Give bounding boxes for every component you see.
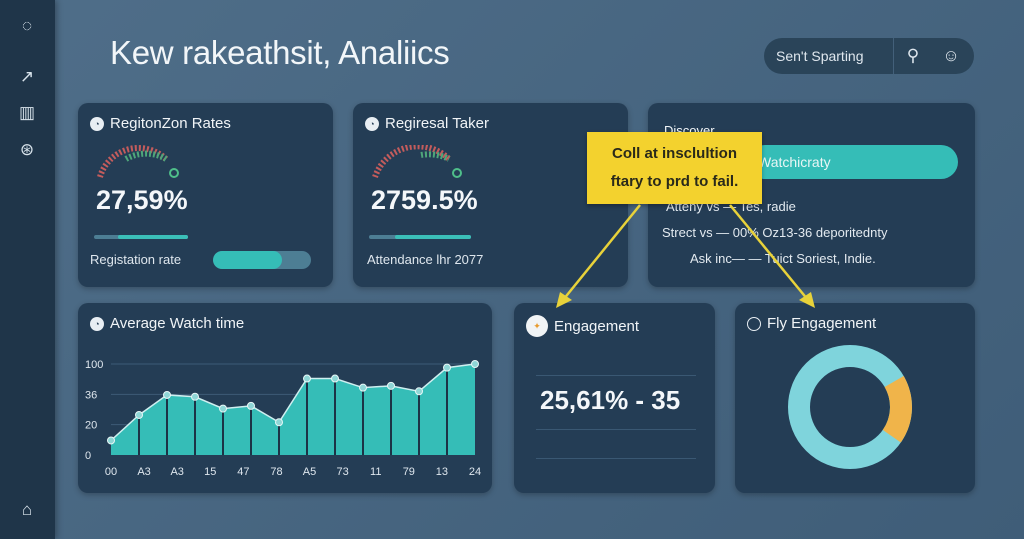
x-tick-label: 13: [436, 466, 448, 478]
registration-progress: [213, 251, 311, 269]
smiley-icon: [747, 316, 761, 331]
search-bar[interactable]: Sen't Sparting ⚲ ☺: [764, 38, 974, 74]
regiresal-card: ◔ Regiresal Taker 2759.5% Attendance lhr …: [353, 103, 628, 287]
regiresal-value: 2759.5%: [371, 185, 478, 215]
discover-line: Ask inc— — Tuict Soriest, Indie.: [690, 251, 876, 266]
globe-icon[interactable]: ⊛: [19, 140, 35, 159]
y-tick-label: 0: [85, 450, 91, 462]
discover-line: Strect vs — 00% Oz13-36 deporitednty: [662, 225, 888, 240]
clock-icon: ◔: [365, 116, 379, 131]
x-tick-label: 11: [370, 466, 381, 478]
x-tick-label: A3: [170, 466, 183, 478]
regiresal-label: Attendance lhr 2077: [367, 252, 484, 267]
callout-tooltip: Coll at insclultion ftary to prd to fail…: [587, 132, 762, 204]
data-point: [135, 410, 143, 419]
gauge-icon: [97, 145, 179, 178]
data-point: [163, 390, 171, 399]
registration-card: ◔ RegitonZon Rates 27,59% Registation rat…: [78, 103, 333, 287]
y-tick-label: 20: [85, 420, 97, 432]
donut-chart: [788, 345, 912, 469]
x-tick-label: 73: [337, 466, 349, 478]
data-point: [331, 374, 339, 383]
data-point: [415, 387, 423, 396]
registration-value: 27,59%: [96, 185, 188, 215]
x-tick-label: A3: [137, 466, 150, 478]
x-tick-label: 79: [403, 466, 415, 478]
divider: [536, 375, 696, 376]
x-tick-label: 78: [270, 466, 282, 478]
x-tick-label: 00: [105, 466, 117, 478]
data-point: [359, 383, 367, 392]
fly-engagement-card: Fly Engagement: [735, 303, 975, 493]
card-title: Engagement: [554, 317, 640, 335]
registration-label: Registation rate: [90, 252, 182, 267]
area-fill: [111, 364, 475, 455]
data-point: [303, 374, 311, 383]
bar-chart-icon[interactable]: ▥: [18, 103, 36, 122]
page-title: Kew rakeathsit, Analiics: [110, 34, 450, 71]
donut-slice-secondary: [788, 345, 912, 469]
search-icon[interactable]: ⚲: [906, 46, 920, 65]
data-point: [107, 436, 115, 445]
clock-icon: ◔: [90, 316, 104, 331]
y-tick-label: 36: [85, 389, 97, 401]
divider: [536, 429, 696, 430]
series-line: [110, 363, 476, 441]
search-input[interactable]: Sen't Sparting: [776, 38, 894, 74]
sidebar: ◌ ↗ ▥ ⊛ ⌂: [0, 0, 55, 539]
data-point: [471, 360, 479, 368]
registration-bar: [94, 235, 188, 239]
data-point: [275, 418, 283, 427]
home-icon[interactable]: ⌂: [21, 500, 33, 519]
data-point: [387, 381, 395, 390]
data-point: [443, 363, 451, 372]
chart-title: Average Watch time: [110, 315, 245, 332]
badge-icon: ✦: [526, 315, 548, 337]
watch-time-chart: 0 20 36 100 00 A3 A3 15 47 78 A5 73 11 79 13 24: [85, 359, 481, 478]
x-tick-label: 47: [237, 466, 249, 478]
engagement-card: ✦ Engagement 25,61% - 35: [514, 303, 715, 493]
donut-slice-primary: [788, 345, 912, 469]
divider: [536, 458, 696, 459]
clock-icon: ◔: [90, 116, 104, 131]
card-title: Regiresal Taker: [385, 115, 489, 132]
x-tick-label: A5: [303, 466, 316, 478]
regiresal-bar: [369, 235, 471, 239]
x-tick-label: 24: [469, 466, 481, 478]
watch-time-card: ◔ Average Watch time 0 20 36 100 00 A3 A3 15 47 78…: [78, 303, 492, 493]
x-tick-label: 15: [204, 466, 216, 478]
y-tick-label: 100: [85, 359, 103, 371]
engagement-value: 25,61% - 35: [540, 385, 681, 415]
watch-pill[interactable]: Watchicraty: [748, 145, 958, 179]
data-point: [219, 404, 227, 413]
user-icon[interactable]: ☺: [942, 46, 960, 65]
card-title: RegitonZon Rates: [110, 115, 231, 132]
callout-line: Coll at insclultion: [611, 145, 737, 162]
data-point: [247, 401, 255, 410]
gauge-icon: [372, 145, 462, 179]
data-point: [191, 392, 199, 401]
arrow-icon[interactable]: ↗: [19, 67, 35, 86]
callout-line: ftary to prd to fail.: [610, 173, 739, 190]
card-title: Fly Engagement: [767, 315, 877, 332]
refresh-icon[interactable]: ◌: [21, 16, 33, 35]
